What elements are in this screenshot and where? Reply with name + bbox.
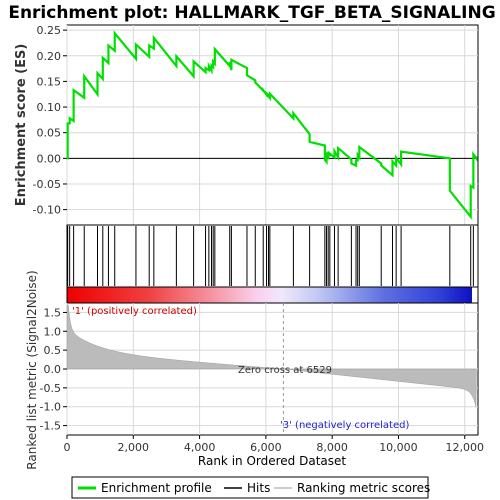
legend-enrichment-label: Enrichment profile <box>101 481 212 495</box>
metric-y-tick-label: 1.0 <box>44 325 62 338</box>
metric-y-tick-label: 1.5 <box>44 306 62 319</box>
metric-y-tick-label: 0.5 <box>44 344 62 357</box>
hit-markers <box>67 226 474 286</box>
x-tick-label: 6,000 <box>250 441 282 454</box>
es-y-tick-label: 0.20 <box>37 50 62 63</box>
es-y-tick-label: 0.15 <box>37 75 62 88</box>
metric-y-axis-label: Ranked list metric (Signal2Noise) <box>25 270 39 469</box>
metric-y-tick-label: 0.0 <box>44 363 62 376</box>
x-axis-ticks: 0 2,000 4,000 6,000 8,000 10,000 12,000 <box>64 435 484 454</box>
chart-title: Enrichment plot: HALLMARK_TGF_BETA_SIGNA… <box>8 3 495 23</box>
es-y-tick-label: -0.10 <box>33 204 61 217</box>
es-y-tick-label: -0.05 <box>33 178 61 191</box>
es-y-tick-label: 0.05 <box>37 127 62 140</box>
metric-y-axis-ticks: -1.5 -1.0 -0.5 0.0 0.5 1.0 1.5 <box>40 306 67 433</box>
legend-hits-label: Hits <box>247 481 270 495</box>
es-y-axis-label: Enrichment score (ES) <box>14 44 29 207</box>
legend: Enrichment profile Hits Ranking metric s… <box>71 476 430 499</box>
x-tick-label: 10,000 <box>379 441 418 454</box>
positive-correlation-label: '1' (positively correlated) <box>72 306 197 317</box>
negative-correlation-label: '3' (negatively correlated) <box>280 420 409 431</box>
es-series-line <box>66 30 478 220</box>
es-y-tick-label: 0.00 <box>37 152 62 165</box>
legend-box <box>71 476 429 499</box>
legend-metric-label: Ranking metric scores <box>297 481 430 495</box>
rank-color-bar <box>67 287 472 303</box>
zero-cross-label: Zero cross at 6529 <box>238 365 332 376</box>
hits-frame <box>66 224 479 288</box>
x-tick-label: 4,000 <box>184 441 216 454</box>
ranked-metric-panel: -1.5 -1.0 -0.5 0.0 0.5 1.0 1.5 '1' (positively… <box>40 302 479 436</box>
x-tick-label: 2,000 <box>118 441 150 454</box>
metric-y-tick-label: -1.5 <box>40 420 61 433</box>
metric-y-tick-label: -0.5 <box>40 382 61 395</box>
ranking-metric-area <box>66 304 477 408</box>
x-tick-label: 0 <box>64 441 71 454</box>
enrichment-score-panel: -0.10 -0.05 0.00 0.05 0.10 0.15 0.20 0.25 <box>33 24 479 226</box>
metric-y-tick-label: -1.0 <box>40 401 61 414</box>
es-plot-frame <box>66 24 479 226</box>
x-axis-label: Rank in Ordered Dataset <box>198 454 346 468</box>
es-gridlines <box>66 25 478 225</box>
hits-panel <box>66 224 479 288</box>
es-y-tick-label: 0.10 <box>37 101 62 114</box>
x-tick-label: 12,000 <box>445 441 484 454</box>
enrichment-profile-line <box>66 30 478 220</box>
es-y-axis-ticks: -0.10 -0.05 0.00 0.05 0.10 0.15 0.20 0.25 <box>33 24 67 217</box>
x-tick-label: 8,000 <box>316 441 348 454</box>
es-y-tick-label: 0.25 <box>37 24 62 37</box>
